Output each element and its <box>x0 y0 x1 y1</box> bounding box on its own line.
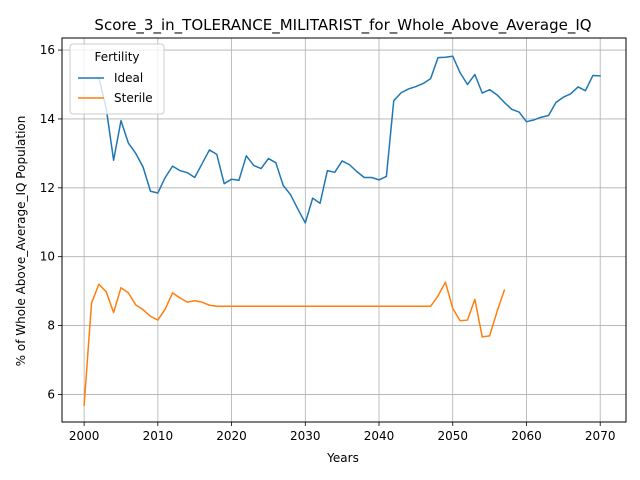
y-tick-label: 10 <box>40 250 55 264</box>
legend-title: Fertility <box>94 50 139 64</box>
x-axis-label: Years <box>326 451 359 465</box>
chart-title: Score_3_in_TOLERANCE_MILITARIST_for_Whol… <box>94 16 591 35</box>
legend-label-ideal: Ideal <box>114 71 143 85</box>
legend-box <box>69 43 165 115</box>
x-axis-ticks: 2000 2010 2020 2030 2040 2050 2060 2070 <box>69 422 616 443</box>
series-line-ideal <box>98 55 601 224</box>
series-line-sterile <box>83 281 506 407</box>
x-tick-label: 2070 <box>585 429 616 443</box>
x-tick-label: 2040 <box>364 429 395 443</box>
series-lines <box>83 55 601 407</box>
x-tick-label: 2030 <box>290 429 321 443</box>
x-tick-label: 2020 <box>216 429 247 443</box>
y-tick-label: 14 <box>40 112 55 126</box>
x-tick-label: 2050 <box>437 429 468 443</box>
y-tick-label: 12 <box>40 181 55 195</box>
y-tick-label: 6 <box>47 387 55 401</box>
legend-label-sterile: Sterile <box>114 91 153 105</box>
y-tick-label: 8 <box>47 319 55 333</box>
legend: Fertility Ideal Sterile <box>69 43 165 115</box>
x-tick-label: 2060 <box>511 429 542 443</box>
y-tick-label: 16 <box>40 43 55 57</box>
x-tick-label: 2000 <box>69 429 100 443</box>
grid-lines <box>62 38 626 422</box>
x-tick-label: 2010 <box>143 429 174 443</box>
plot-area-frame <box>61 37 627 423</box>
y-axis-ticks: 6 8 10 12 14 16 <box>40 43 62 401</box>
y-axis-label: % of Whole Above_Average_IQ Population <box>14 116 28 367</box>
